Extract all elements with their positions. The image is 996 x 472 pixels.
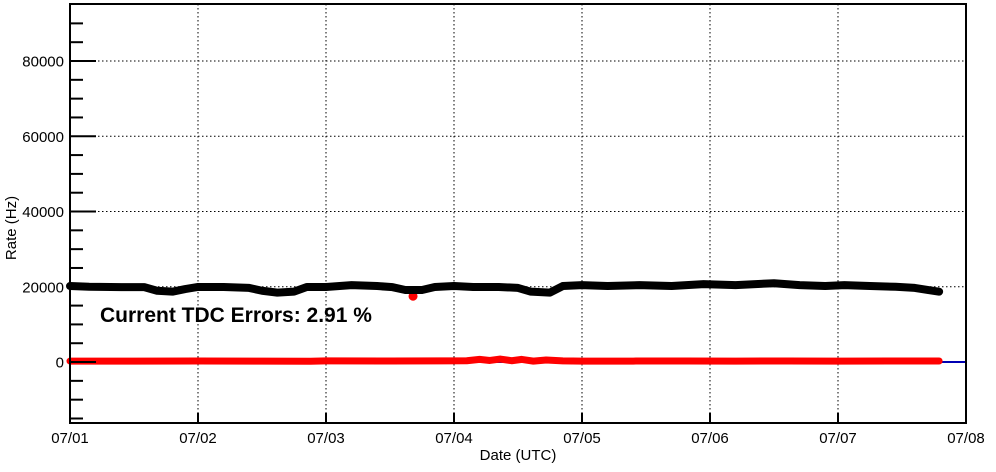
data-series — [66, 279, 967, 365]
y-tick-label: 60000 — [22, 129, 64, 146]
x-tick-label: 07/04 — [435, 430, 473, 447]
y-tick-label: 40000 — [22, 204, 64, 221]
plot-frame — [69, 3, 967, 424]
total-rate-line — [66, 279, 944, 297]
x-tick-label: 07/06 — [691, 430, 729, 447]
tdc-error-rate-line — [66, 355, 943, 365]
x-tick-label: 07/01 — [51, 430, 89, 447]
tdc-errors-annotation: Current TDC Errors: 2.91 % — [100, 304, 372, 327]
y-tick-label: 20000 — [22, 279, 64, 296]
x-tick-label: 07/03 — [307, 430, 345, 447]
frame-rect — [69, 3, 967, 424]
axis-ticks — [69, 22, 967, 423]
x-tick-label: 07/08 — [947, 430, 985, 447]
x-tick-label: 07/02 — [179, 430, 217, 447]
x-tick-label: 07/07 — [819, 430, 857, 447]
y-tick-label: 80000 — [22, 54, 64, 71]
x-tick-label: 07/05 — [563, 430, 601, 447]
y-tick-label: 0 — [56, 355, 64, 372]
tick-labels: 0 20000 40000 60000 80000 07/01 07/02 07/03 07/0… — [22, 54, 984, 447]
x-axis-title: Date (UTC) — [480, 447, 557, 464]
y-axis-title: Rate (Hz) — [3, 196, 20, 260]
